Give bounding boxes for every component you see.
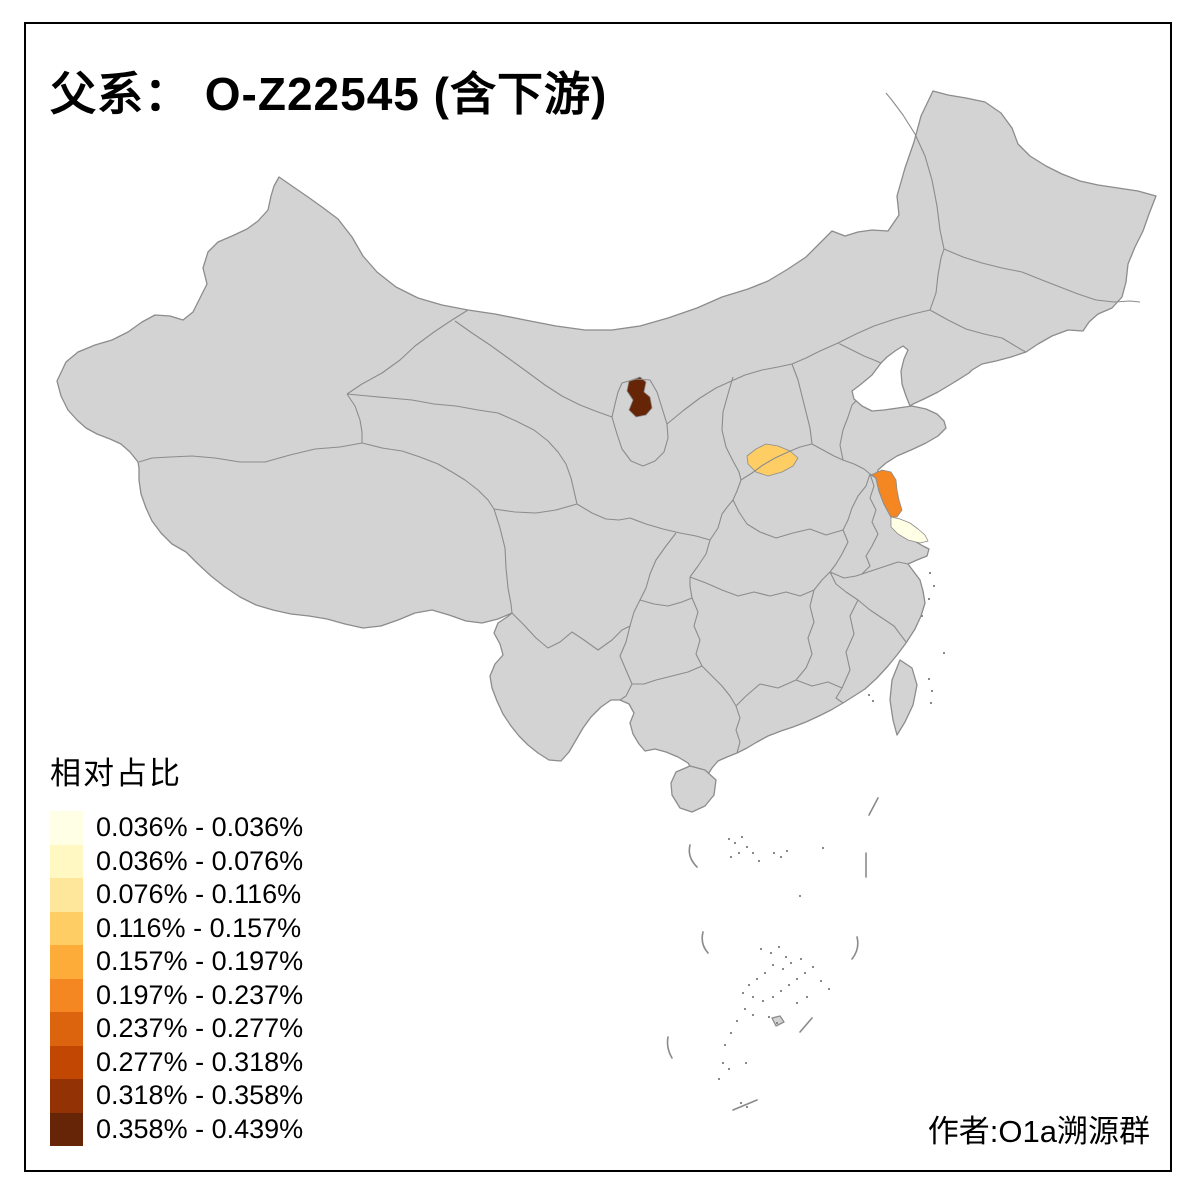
legend-label: 0.197% - 0.237%	[96, 979, 304, 1010]
legend-swatch	[50, 945, 83, 979]
legend-label: 0.157% - 0.197%	[96, 946, 304, 976]
province-borders	[138, 92, 1141, 754]
legend-row: 0.116% - 0.157%	[50, 911, 303, 945]
spratly-islet-shape	[771, 1015, 785, 1027]
china-mainland-shape	[56, 90, 1157, 784]
legend-swatch	[50, 978, 83, 1012]
map-title: 父系： O-Z22545 (含下游)	[50, 68, 608, 120]
legend-row: 0.036% - 0.036%	[50, 811, 303, 845]
legend-row: 0.076% - 0.116%	[50, 878, 303, 912]
legend-swatch	[50, 1079, 83, 1113]
legend-row: 0.277% - 0.318%	[50, 1045, 304, 1079]
legend-row: 0.318% - 0.358%	[50, 1079, 303, 1113]
legend-label: 0.237% - 0.277%	[96, 1013, 304, 1043]
region-north-jiangsu-coast	[870, 469, 903, 518]
legend-swatch	[50, 1045, 83, 1079]
legend-label: 0.116% - 0.157%	[96, 912, 302, 943]
legend-swatch	[50, 911, 83, 945]
legend-swatch	[50, 811, 83, 845]
legend-row: 0.157% - 0.197%	[50, 945, 303, 979]
legend-row: 0.237% - 0.277%	[50, 1012, 303, 1046]
legend-swatch	[50, 878, 83, 912]
legend-title: 相对占比	[50, 756, 182, 791]
legend-label: 0.036% - 0.036%	[96, 812, 304, 842]
legend-row: 0.358% - 0.439%	[50, 1112, 304, 1146]
legend-row: 0.197% - 0.237%	[50, 978, 304, 1012]
legend-label: 0.358% - 0.439%	[96, 1113, 304, 1144]
legend-rows: 0.036% - 0.036% 0.036% - 0.076% 0.076% -…	[50, 811, 303, 1146]
sea-dash-marks	[666, 797, 879, 1111]
legend: 相对占比 0.036% - 0.036% 0.036% - 0.076% 0.0…	[50, 748, 303, 1146]
legend-label: 0.277% - 0.318%	[96, 1046, 304, 1077]
author-credit: 作者:O1a溯源群	[927, 1114, 1150, 1149]
region-north-ningxia	[626, 376, 653, 418]
legend-label: 0.036% - 0.076%	[96, 845, 304, 876]
legend-label: 0.076% - 0.116%	[96, 879, 302, 909]
legend-row: 0.036% - 0.076%	[50, 844, 304, 878]
legend-label: 0.318% - 0.358%	[96, 1080, 304, 1110]
hainan-island-shape	[670, 765, 717, 813]
region-south-jiangsu-nantong	[890, 516, 929, 544]
legend-swatch	[50, 1012, 83, 1046]
legend-swatch	[50, 1112, 83, 1146]
legend-swatch	[50, 844, 83, 878]
taiwan-island-shape	[889, 659, 918, 736]
